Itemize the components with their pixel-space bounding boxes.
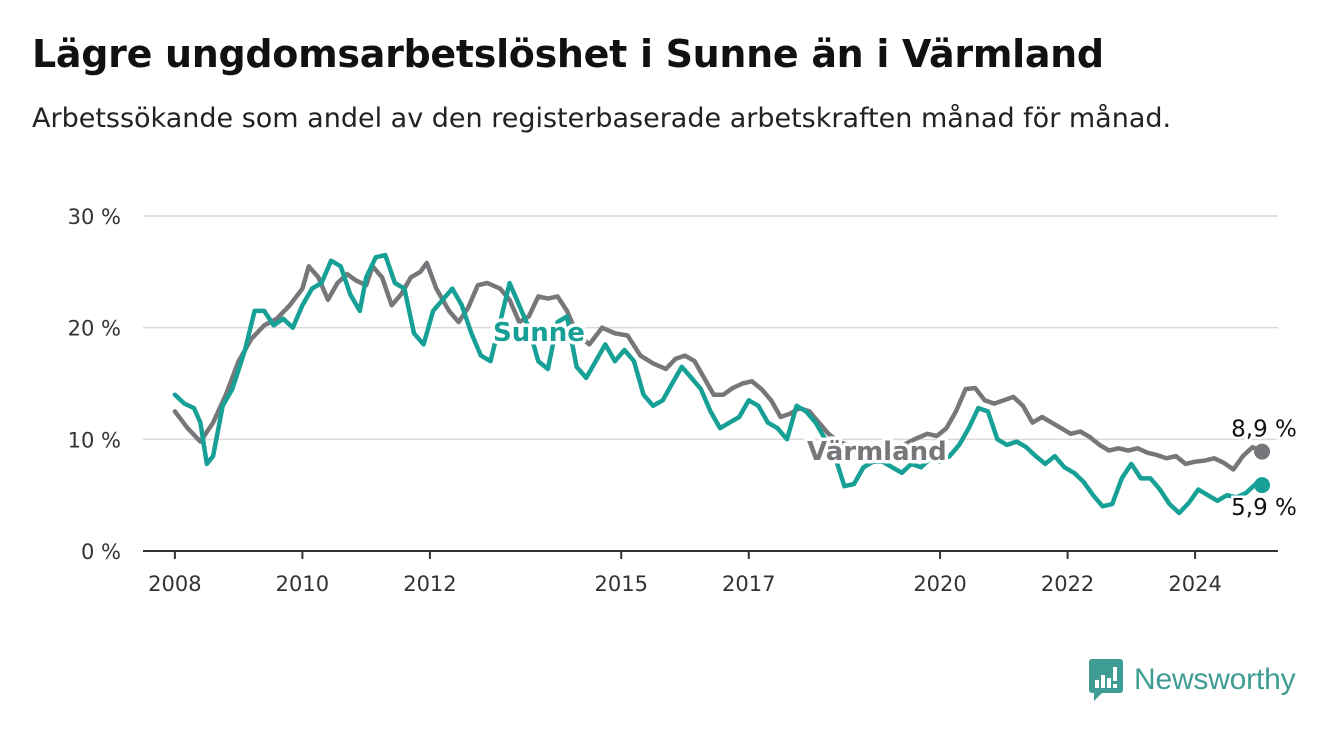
x-tick-label: 2012	[403, 572, 456, 596]
y-tick-label: 20 %	[68, 317, 121, 341]
newsworthy-brand[interactable]: Newsworthy	[1088, 658, 1296, 702]
label-layer: Sunne Värmland 8,9 % 5,9 %	[490, 315, 1300, 524]
x-tick-label: 2010	[276, 572, 329, 596]
y-tick-label: 30 %	[68, 205, 121, 229]
x-tick-label: 2024	[1168, 572, 1221, 596]
x-tick-label: 2020	[913, 572, 966, 596]
series-layer	[172, 252, 1271, 516]
y-tick-label: 10 %	[68, 428, 121, 452]
y-tick-label: 0 %	[81, 540, 121, 564]
x-tick-label: 2008	[148, 572, 201, 596]
end-point-sunne	[1254, 477, 1271, 494]
series-label-värmland: Värmland	[807, 437, 947, 467]
chart-subtitle: Arbetssökande som andel av den registerb…	[32, 103, 1172, 134]
end-value-label-varmland: 8,9 %	[1231, 417, 1297, 443]
series-label-sunne: Sunne	[493, 318, 585, 348]
grid-layer: 0 % 10 % 20 % 30 % 2008 2010 2012 2015 2017 2020 2…	[68, 205, 1278, 596]
x-tick-label: 2022	[1041, 572, 1094, 596]
series-line-värmland	[172, 260, 1265, 472]
end-value-label-sunne: 5,9 %	[1231, 495, 1297, 521]
series-line-sunne	[172, 252, 1265, 516]
x-tick-label: 2017	[722, 572, 775, 596]
brand-name: Newsworthy	[1134, 663, 1296, 696]
newsworthy-logo-icon	[1089, 659, 1123, 701]
x-tick-label: 2015	[595, 572, 648, 596]
end-point-värmland	[1254, 443, 1271, 460]
chart-title: Lägre ungdomsarbetslöshet i Sunne än i V…	[32, 32, 1104, 76]
